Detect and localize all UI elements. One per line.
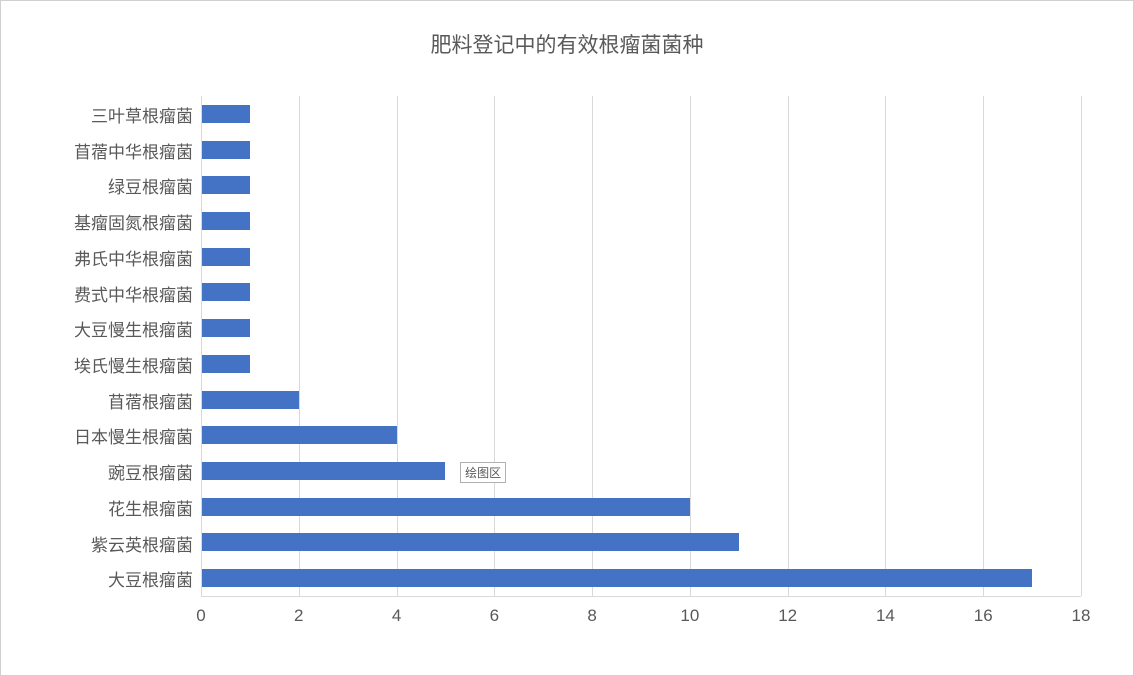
x-axis-line [201,596,1081,597]
bar-row [201,346,250,382]
y-tick-label: 苜蓿中华根瘤菌 [3,138,193,163]
y-axis-line [201,96,202,596]
plot-area: 024681012141618 绘图区 [201,96,1081,626]
y-tick-label: 豌豆根瘤菌 [3,459,193,484]
y-tick-label: 绿豆根瘤菌 [3,173,193,198]
bar[interactable] [201,426,397,444]
bar-row [201,453,445,489]
bar-row [201,489,690,525]
bar-row [201,417,397,453]
bar-row [201,239,250,275]
bar[interactable] [201,498,690,516]
bars-region [201,96,1081,596]
bar-row [201,310,250,346]
bar-row [201,96,250,132]
bar[interactable] [201,319,250,337]
chart-title: 肥料登记中的有效根瘤菌菌种 [1,1,1133,59]
bar[interactable] [201,176,250,194]
y-tick-label: 弗氏中华根瘤菌 [3,245,193,270]
bar[interactable] [201,355,250,373]
y-tick-label: 费式中华根瘤菌 [3,281,193,306]
bar[interactable] [201,141,250,159]
y-tick-label: 日本慢生根瘤菌 [3,423,193,448]
y-tick-label: 埃氏慢生根瘤菌 [3,352,193,377]
x-tick-label: 8 [577,606,607,626]
bar[interactable] [201,569,1032,587]
x-tick-label: 16 [968,606,998,626]
bar-row [201,132,250,168]
x-tick-label: 18 [1066,606,1096,626]
x-tick-label: 4 [382,606,412,626]
bar-row [201,382,299,418]
chart-container: 肥料登记中的有效根瘤菌菌种 0 2 4 6 8 10 12 14 16 18 绘图区 三叶草根瘤菌… [0,0,1134,676]
bar-row [201,560,1032,596]
bar[interactable] [201,391,299,409]
bar[interactable] [201,283,250,301]
x-tick-label: 2 [284,606,314,626]
x-tick-label: 0 [186,606,216,626]
bar-row [201,203,250,239]
chart-title-text: 肥料登记中的有效根瘤菌菌种 [431,34,704,57]
y-tick-label: 花生根瘤菌 [3,495,193,520]
bar-row [201,525,739,561]
x-tick-label: 10 [675,606,705,626]
x-tick-label: 12 [773,606,803,626]
y-tick-label: 紫云英根瘤菌 [3,531,193,556]
y-tick-label: 大豆慢生根瘤菌 [3,316,193,341]
y-tick-label: 三叶草根瘤菌 [3,102,193,127]
y-tick-label: 大豆根瘤菌 [3,566,193,591]
x-tick-label: 6 [479,606,509,626]
bar-row [201,275,250,311]
bar[interactable] [201,248,250,266]
y-tick-label: 基瘤固氮根瘤菌 [3,209,193,234]
plot-tooltip: 绘图区 [460,462,506,483]
x-tick-label: 14 [870,606,900,626]
tooltip-text: 绘图区 [465,466,501,480]
bar-row [201,167,250,203]
bar[interactable] [201,462,445,480]
gridline [1081,96,1082,596]
bar[interactable] [201,212,250,230]
y-tick-label: 苜蓿根瘤菌 [3,388,193,413]
bar[interactable] [201,533,739,551]
bar[interactable] [201,105,250,123]
